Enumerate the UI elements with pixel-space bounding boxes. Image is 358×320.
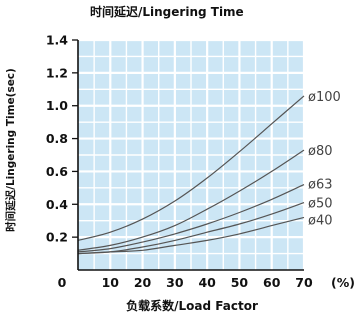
x-tick-label: 50 [231, 275, 249, 290]
y-axis-label: 时间延迟/Lingering Time(sec) [4, 68, 17, 232]
y-tick-label: 1.2 [46, 65, 68, 80]
series-line [77, 149, 305, 251]
y-tick-label: 0.2 [46, 230, 68, 245]
series-line [77, 216, 305, 255]
series-label: ø100 [308, 90, 341, 105]
x-tick-label: 40 [198, 275, 216, 290]
series-line [77, 95, 305, 241]
x-tick-label: 60 [263, 275, 281, 290]
series-label: ø50 [308, 197, 333, 212]
x-tick-label: 10 [102, 275, 120, 290]
series-line [77, 184, 305, 253]
x-tick-label: 70 [295, 275, 313, 290]
x-axis-unit: (%) [331, 275, 355, 290]
series-label: ø40 [308, 213, 333, 228]
x-tick-label: 0 [58, 275, 67, 290]
chart-title: 时间延迟/Lingering Time [90, 4, 244, 19]
series-label: ø63 [308, 178, 333, 193]
y-tick-label: 1.0 [46, 98, 68, 113]
y-tick-label: 0.6 [46, 164, 68, 179]
y-tick-label: 0.4 [46, 197, 68, 212]
y-tick-label: 1.4 [46, 33, 68, 48]
x-tick-label: 30 [166, 275, 184, 290]
series-label: ø80 [308, 144, 333, 159]
x-tick-label: 20 [134, 275, 152, 290]
y-tick-label: 0.8 [46, 131, 68, 146]
x-axis-label: 负载系数/Load Factor [126, 298, 258, 313]
